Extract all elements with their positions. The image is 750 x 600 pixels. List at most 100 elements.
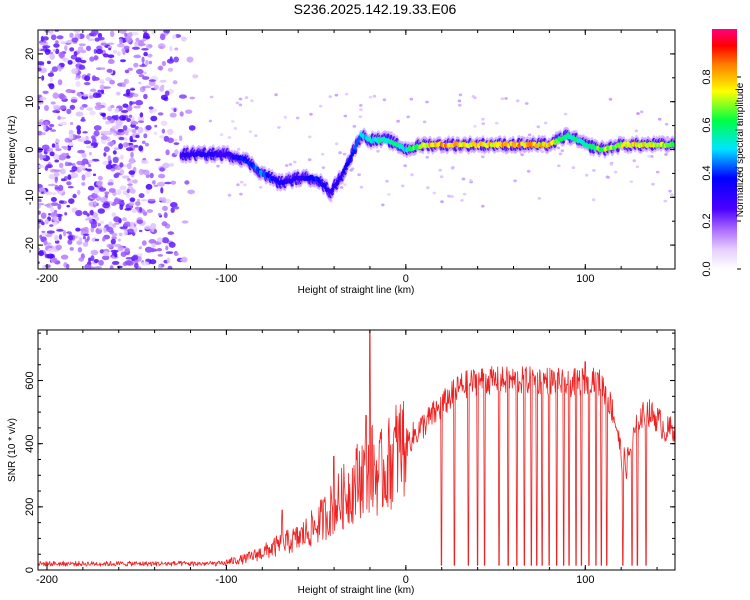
- heatmap-cell: [258, 186, 263, 189]
- heatmap-cell: [141, 48, 149, 51]
- heatmap-cell: [664, 122, 669, 126]
- heatmap-cell: [334, 142, 339, 146]
- heatmap-cell: [82, 233, 90, 236]
- heatmap-cell: [102, 160, 111, 166]
- heatmap-cell: [106, 243, 114, 248]
- heatmap-cell: [60, 41, 67, 45]
- heatmap-cell: [178, 94, 187, 99]
- heatmap-cell: [438, 168, 443, 172]
- heatmap-cell: [144, 246, 153, 253]
- heatmap-cell: [148, 60, 152, 65]
- heatmap-cell: [55, 110, 60, 114]
- heatmap-cell: [81, 136, 86, 142]
- heatmap-cell: [49, 151, 55, 157]
- heatmap-cell: [57, 184, 64, 191]
- heatmap-cell: [158, 173, 166, 179]
- heatmap-cell: [120, 251, 127, 257]
- heatmap-cell: [126, 178, 131, 181]
- heatmap-cell: [142, 76, 150, 80]
- heatmap-cell: [119, 38, 123, 45]
- heatmap-cell: [67, 239, 73, 245]
- heatmap-cell: [78, 43, 86, 47]
- spectrogram-y-ticks: -20 -10 0 10 20: [24, 29, 675, 270]
- heatmap-cell: [481, 204, 485, 208]
- heatmap-cell: [152, 180, 156, 185]
- heatmap-cell: [355, 142, 359, 148]
- heatmap-cell: [339, 186, 344, 189]
- heatmap-cell: [71, 166, 78, 172]
- heatmap-cell: [339, 175, 343, 181]
- heatmap-cell: [138, 246, 142, 250]
- heatmap-cell: [100, 89, 105, 94]
- heatmap-cell: [112, 156, 119, 164]
- heatmap-cell: [81, 158, 89, 165]
- heatmap-cell: [46, 253, 54, 259]
- heatmap-cell: [81, 182, 86, 186]
- heatmap-cell: [156, 248, 162, 252]
- heatmap-cell: [105, 164, 113, 170]
- heatmap-cell: [165, 149, 170, 156]
- heatmap-cell: [173, 108, 177, 113]
- heatmap-cell: [133, 144, 139, 148]
- heatmap-cell: [161, 221, 168, 227]
- heatmap-cell: [157, 254, 164, 257]
- heatmap-cell: [74, 135, 82, 139]
- heatmap-cell: [148, 106, 154, 110]
- heatmap-cell: [160, 84, 165, 88]
- heatmap-cell: [142, 211, 148, 216]
- heatmap-cell: [284, 164, 289, 167]
- heatmap-cell: [126, 118, 131, 122]
- heatmap-cell: [95, 48, 103, 55]
- heatmap-cell: [107, 182, 114, 186]
- heatmap-cell: [243, 183, 247, 187]
- heatmap-cell: [334, 93, 339, 97]
- x-tick-label: 0: [403, 273, 409, 285]
- heatmap-cell: [38, 121, 44, 126]
- heatmap-cell: [69, 122, 74, 125]
- heatmap-cell: [55, 48, 60, 55]
- heatmap-cell: [81, 94, 89, 97]
- heatmap-cell: [632, 159, 637, 163]
- heatmap-cell: [65, 89, 73, 93]
- heatmap-cell: [124, 247, 130, 253]
- heatmap-cell: [75, 210, 83, 217]
- heatmap-cell: [133, 105, 141, 109]
- heatmap-cell: [105, 120, 111, 125]
- heatmap-cell: [184, 180, 190, 185]
- heatmap-cell: [372, 94, 377, 98]
- heatmap-cell: [69, 104, 76, 110]
- heatmap-cell: [49, 30, 53, 36]
- heatmap-cell: [123, 45, 130, 50]
- heatmap-cell: [110, 104, 115, 109]
- heatmap-cell: [102, 202, 110, 209]
- heatmap-cell: [473, 124, 477, 128]
- heatmap-cell: [166, 257, 171, 264]
- heatmap-cell: [145, 43, 153, 49]
- heatmap-cell: [142, 38, 147, 42]
- heatmap-cell: [90, 255, 95, 262]
- heatmap-cell: [67, 174, 72, 181]
- heatmap-cell: [61, 121, 68, 126]
- heatmap-cell: [142, 30, 148, 33]
- x-tick-label: -200: [36, 273, 58, 285]
- heatmap-cell: [58, 200, 64, 204]
- heatmap-cell: [64, 137, 71, 143]
- heatmap-cell: [43, 240, 48, 246]
- heatmap-cell: [38, 247, 41, 251]
- heatmap-cell: [120, 154, 124, 160]
- heatmap-cell: [106, 68, 113, 73]
- heatmap-cell: [38, 198, 42, 203]
- heatmap-cell: [50, 197, 57, 202]
- heatmap-cell: [672, 142, 675, 148]
- heatmap-cell: [108, 188, 116, 193]
- heatmap-cell: [115, 91, 121, 96]
- heatmap-cell: [115, 108, 120, 112]
- x-tick-label: -100: [215, 574, 237, 586]
- heatmap-cell: [41, 75, 45, 81]
- heatmap-cell: [132, 254, 139, 260]
- heatmap-cell: [61, 145, 67, 149]
- heatmap-cell: [114, 114, 119, 121]
- heatmap-cell: [56, 229, 64, 232]
- snr-y-ticks: 0 200 400 600: [24, 332, 675, 573]
- snr-x-label: Height of straight line (km): [298, 585, 415, 596]
